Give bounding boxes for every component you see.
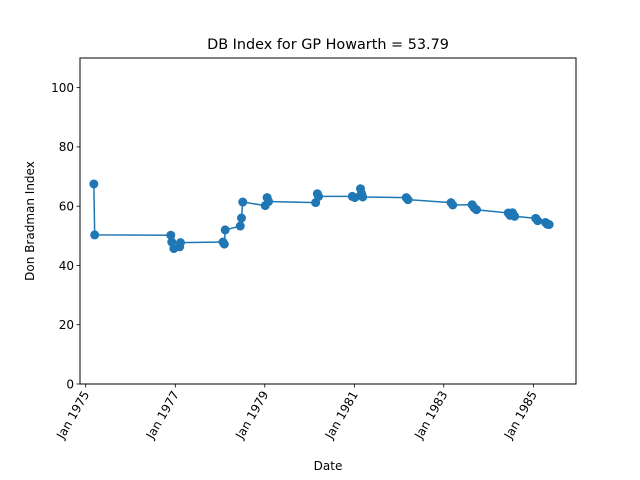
y-tick-label: 20 (59, 318, 74, 332)
y-tick-label: 40 (59, 259, 74, 273)
data-point (220, 225, 230, 235)
data-point (403, 195, 413, 205)
data-point (264, 196, 274, 206)
y-tick-label: 0 (66, 377, 74, 391)
data-point (314, 191, 324, 201)
x-axis-label: Date (314, 459, 343, 473)
data-point (544, 220, 554, 230)
data-point (533, 216, 543, 226)
data-point (510, 211, 520, 221)
data-point (236, 213, 246, 223)
data-point (89, 179, 99, 189)
series-layer (89, 179, 554, 254)
data-point (350, 193, 360, 203)
y-tick-label: 80 (59, 140, 74, 154)
plot-frame (79, 57, 577, 385)
y-tick-label: 100 (51, 81, 74, 95)
y-axis-label: Don Bradman Index (23, 161, 37, 281)
data-point (175, 238, 185, 248)
data-point (166, 230, 176, 240)
data-point (219, 239, 229, 249)
data-point (90, 230, 100, 240)
data-point (235, 221, 245, 231)
data-point (448, 200, 458, 210)
data-point (358, 192, 368, 202)
chart-title: DB Index for GP Howarth = 53.79 (207, 37, 449, 53)
y-tick-label: 60 (59, 199, 74, 213)
data-point (238, 197, 248, 207)
data-point (472, 205, 482, 215)
